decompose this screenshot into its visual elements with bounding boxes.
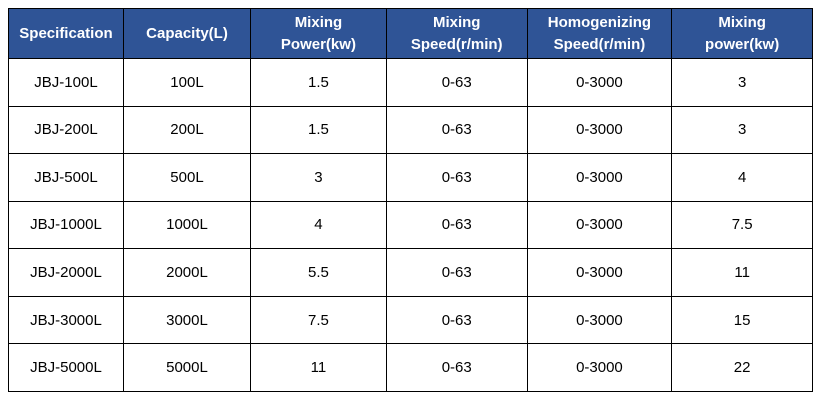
- table-row: JBJ-2000L 2000L 5.5 0-63 0-3000 11: [8, 248, 813, 297]
- table-cell: 0-63: [385, 248, 528, 297]
- table-cell: JBJ-100L: [8, 58, 124, 107]
- table-row: JBJ-500L 500L 3 0-63 0-3000 4: [8, 153, 813, 202]
- table-cell: 22: [671, 343, 813, 392]
- specification-table: Specification Capacity(L) Mixing Power(k…: [8, 8, 813, 392]
- table-cell: 0-3000: [526, 295, 673, 345]
- table-row: JBJ-200L 200L 1.5 0-63 0-3000 3: [8, 105, 813, 155]
- table-cell: 200L: [122, 105, 252, 155]
- table-cell: 3000L: [122, 295, 252, 345]
- table-cell: JBJ-3000L: [8, 295, 124, 345]
- table-cell: 1.5: [250, 105, 387, 155]
- table-cell: 0-3000: [526, 153, 673, 202]
- table-cell: 4: [671, 153, 813, 202]
- table-cell: 0-3000: [526, 105, 673, 155]
- table-cell: JBJ-2000L: [8, 248, 124, 297]
- table-cell: 0-3000: [526, 343, 673, 392]
- table-cell: 0-63: [385, 105, 528, 155]
- header-cell-mixing-power: Mixing Power(kw): [250, 8, 387, 59]
- table-cell: 4: [250, 200, 387, 250]
- table-row: JBJ-100L 100L 1.5 0-63 0-3000 3: [8, 58, 813, 107]
- header-cell-capacity: Capacity(L): [122, 8, 252, 59]
- table-cell: 7.5: [250, 295, 387, 345]
- table-cell: JBJ-5000L: [8, 343, 124, 392]
- table-cell: 0-63: [385, 58, 528, 107]
- header-cell-homogenizing-speed: Homogenizing Speed(r/min): [526, 8, 673, 59]
- table-cell: JBJ-1000L: [8, 200, 124, 250]
- table-row: JBJ-5000L 5000L 11 0-63 0-3000 22: [8, 343, 813, 392]
- table-cell: JBJ-200L: [8, 105, 124, 155]
- table-cell: 5.5: [250, 248, 387, 297]
- table-cell: 11: [250, 343, 387, 392]
- table-cell: 0-63: [385, 200, 528, 250]
- table-cell: 7.5: [671, 200, 813, 250]
- table-cell: 0-3000: [526, 248, 673, 297]
- table-cell: 500L: [122, 153, 252, 202]
- header-cell-mixing-speed: Mixing Speed(r/min): [385, 8, 528, 59]
- table-cell: 5000L: [122, 343, 252, 392]
- table-cell: JBJ-500L: [8, 153, 124, 202]
- table-header: Specification Capacity(L) Mixing Power(k…: [8, 8, 813, 59]
- table-cell: 0-63: [385, 153, 528, 202]
- table-cell: 0-63: [385, 295, 528, 345]
- table-cell: 1.5: [250, 58, 387, 107]
- table-cell: 11: [671, 248, 813, 297]
- header-cell-mixing-power-2: Mixing power(kw): [671, 8, 813, 59]
- table-row: JBJ-1000L 1000L 4 0-63 0-3000 7.5: [8, 200, 813, 250]
- table-body: JBJ-100L 100L 1.5 0-63 0-3000 3 JBJ-200L…: [8, 58, 813, 392]
- table-cell: 3: [250, 153, 387, 202]
- table-cell: 3: [671, 105, 813, 155]
- table-cell: 3: [671, 58, 813, 107]
- table-cell: 15: [671, 295, 813, 345]
- header-cell-specification: Specification: [8, 8, 124, 59]
- table-cell: 0-3000: [526, 58, 673, 107]
- table-cell: 1000L: [122, 200, 252, 250]
- table-cell: 2000L: [122, 248, 252, 297]
- table-cell: 100L: [122, 58, 252, 107]
- header-row: Specification Capacity(L) Mixing Power(k…: [8, 8, 813, 59]
- table-row: JBJ-3000L 3000L 7.5 0-63 0-3000 15: [8, 295, 813, 345]
- table-cell: 0-63: [385, 343, 528, 392]
- table-cell: 0-3000: [526, 200, 673, 250]
